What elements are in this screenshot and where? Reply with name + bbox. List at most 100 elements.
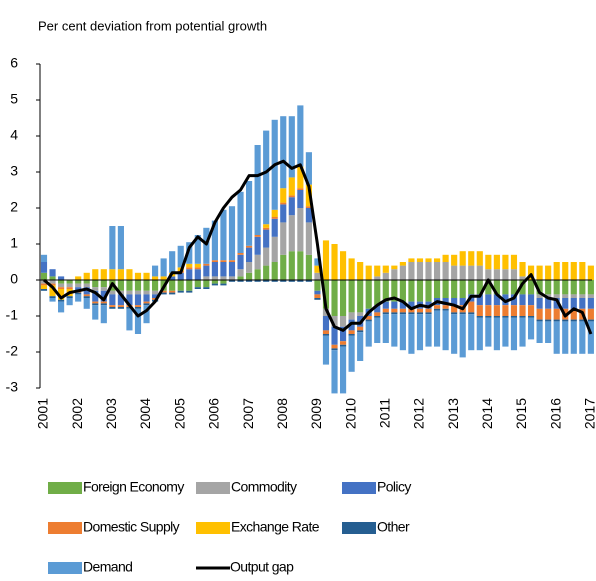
bar-segment: [109, 269, 116, 280]
bar-segment: [382, 301, 389, 309]
bar-segment: [297, 188, 304, 190]
bar-segment: [152, 265, 159, 277]
bar-segment: [416, 280, 424, 302]
bar-segment: [331, 350, 338, 394]
bar-segment: [109, 294, 116, 306]
x-tick-label: 2007: [240, 398, 256, 429]
bar-segment: [297, 190, 304, 208]
bar-segment: [339, 341, 347, 345]
bar-segment: [570, 319, 577, 322]
bar-segment: [194, 287, 201, 289]
bar-segment: [545, 294, 552, 298]
bar-segment: [246, 280, 253, 282]
bar-segment: [553, 280, 560, 295]
bar-segment: [143, 280, 150, 291]
bar-segment: [408, 308, 415, 313]
bar-segment: [143, 290, 150, 295]
bar-segment: [126, 280, 133, 291]
x-tick-label: 2011: [376, 398, 392, 428]
x-tick-label: 2012: [411, 398, 427, 429]
bar-segment: [220, 276, 227, 280]
bar-segment: [92, 287, 99, 291]
bar-segment: [391, 312, 398, 315]
bar-segment: [391, 308, 398, 313]
bar-segment: [134, 280, 142, 291]
bar-segment: [228, 280, 236, 282]
bar-segment: [485, 305, 492, 316]
bar-segment: [579, 321, 586, 354]
bar-segment: [527, 265, 535, 280]
bar-segment: [186, 267, 193, 270]
bar-segment: [288, 215, 295, 252]
x-tick-label: 2002: [69, 398, 85, 429]
bar-segment: [416, 314, 424, 351]
bar-segment: [314, 290, 321, 295]
bar-segment: [570, 262, 577, 280]
bar-segment: [527, 316, 535, 318]
bar-segment: [305, 222, 312, 255]
y-tick-label: -1: [6, 307, 19, 323]
bar-segment: [587, 294, 594, 298]
bar-segment: [493, 294, 500, 306]
bar-segment: [169, 251, 176, 273]
bar-segment: [374, 276, 381, 280]
bar-segment: [40, 285, 48, 289]
bar-segment: [374, 312, 381, 316]
bar-segment: [109, 290, 116, 295]
bar-segment: [177, 280, 184, 291]
bar-segment: [451, 265, 458, 280]
bar-segment: [211, 280, 218, 284]
legend-label: Exchange Rate: [231, 519, 320, 535]
bar-segment: [442, 308, 449, 311]
bar-segment: [92, 269, 99, 280]
bar-segment: [562, 321, 569, 354]
legend-label: Output gap: [230, 559, 294, 575]
bar-segment: [100, 303, 107, 306]
x-tick-label: 2016: [547, 398, 563, 429]
bar-segment: [322, 330, 330, 334]
bar-segment: [510, 269, 518, 280]
bar-segment: [75, 280, 82, 284]
bar-segment: [66, 287, 73, 289]
bar-segment: [339, 316, 347, 327]
x-tick-label: 2015: [513, 398, 529, 429]
bar-segment: [502, 316, 509, 318]
bar-segment: [194, 280, 201, 288]
bar-segment: [109, 226, 116, 270]
bar-segment: [220, 209, 227, 261]
bar-segment: [468, 312, 475, 315]
bar-segment: [365, 280, 372, 309]
bar-segment: [305, 208, 312, 223]
bar-segment: [570, 280, 577, 295]
bar-segment: [203, 276, 210, 280]
bar-segment: [271, 262, 278, 280]
bar-segment: [570, 294, 577, 298]
bar-segment: [314, 272, 321, 280]
bar-segment: [49, 280, 56, 284]
bar-segment: [579, 294, 586, 298]
bar-segment: [374, 265, 381, 277]
bar-segment: [408, 258, 415, 262]
bar-segment: [288, 195, 295, 198]
bar-segment: [519, 280, 526, 295]
bar-segment: [66, 298, 73, 306]
bar-segment: [100, 269, 107, 280]
bar-segment: [365, 316, 372, 320]
bar-segment: [416, 308, 424, 313]
bar-segment: [92, 301, 99, 304]
bar-segment: [374, 317, 381, 343]
bar-segment: [536, 280, 543, 295]
bar-segment: [365, 319, 372, 322]
bar-segment: [485, 269, 492, 280]
bar-segment: [416, 312, 424, 315]
bar-segment: [109, 307, 116, 309]
y-axis-title: Per cent deviation from potential growth: [38, 18, 267, 33]
bar-segment: [288, 116, 295, 178]
bar-segment: [331, 316, 338, 327]
x-tick-label: 2005: [171, 398, 187, 429]
bar-segment: [442, 310, 449, 351]
bar-segment: [203, 227, 210, 264]
bar-segment: [562, 280, 569, 295]
bar-segment: [117, 280, 124, 291]
bar-segment: [459, 314, 466, 358]
